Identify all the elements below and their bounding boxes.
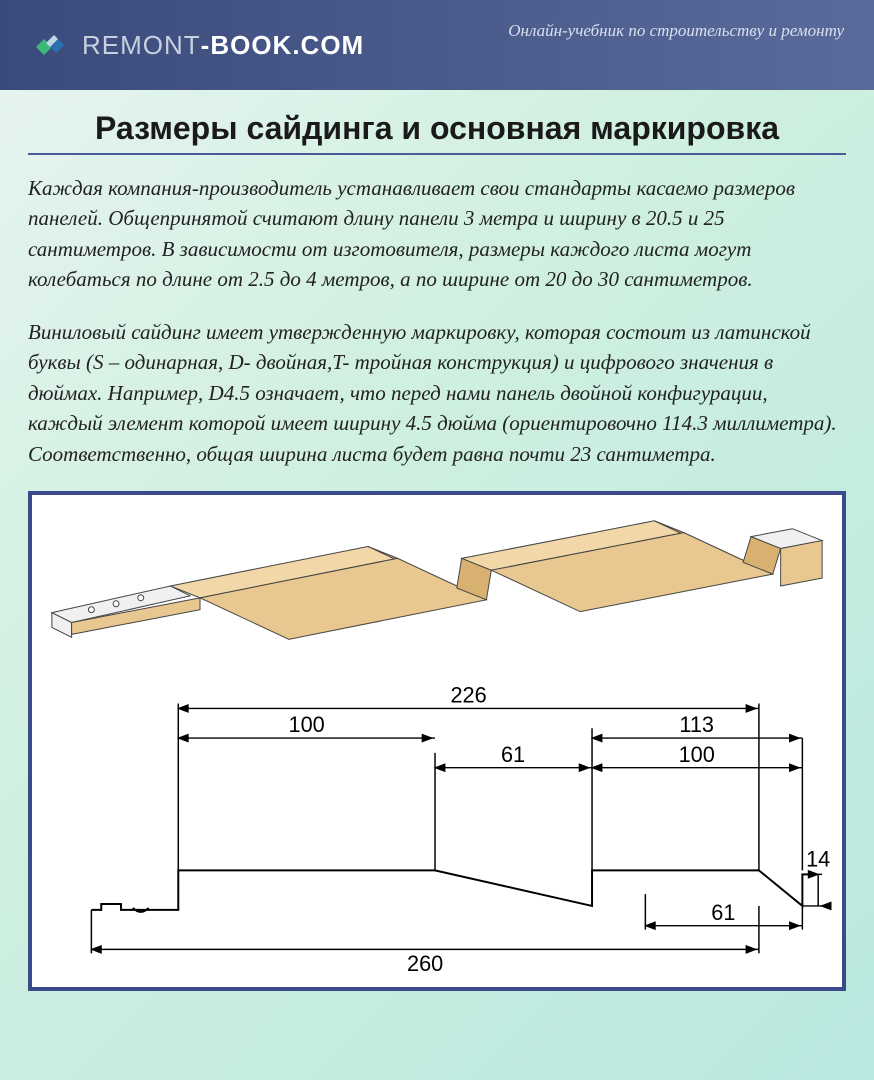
paragraph-2: Виниловый сайдинг имеет утвержденную мар… bbox=[28, 317, 846, 469]
dim-113: 113 bbox=[679, 712, 714, 737]
dim-14: 14 bbox=[806, 846, 830, 871]
dim-260: 260 bbox=[407, 951, 443, 976]
logo-text: REMONT-BOOK.COM bbox=[82, 30, 364, 61]
siding-cross-section: 226 100 113 61 100 61 bbox=[91, 682, 830, 976]
site-header: REMONT-BOOK.COM Онлайн-учебник по строит… bbox=[0, 0, 874, 90]
dim-61-left: 61 bbox=[501, 742, 525, 767]
logo-text-bold: -BOOK.COM bbox=[201, 30, 365, 60]
dim-226: 226 bbox=[450, 682, 486, 707]
siding-isometric bbox=[52, 521, 822, 640]
dim-100-left: 100 bbox=[289, 712, 325, 737]
dim-100-right: 100 bbox=[679, 742, 715, 767]
title-underline bbox=[28, 153, 846, 155]
site-tagline: Онлайн-учебник по строительству и ремонт… bbox=[508, 20, 844, 42]
article: Размеры сайдинга и основная маркировка К… bbox=[0, 90, 874, 991]
logo-icon bbox=[30, 25, 70, 65]
dim-61-right: 61 bbox=[711, 900, 735, 925]
article-title: Размеры сайдинга и основная маркировка bbox=[28, 110, 846, 147]
paragraph-1: Каждая компания-производитель устанавлив… bbox=[28, 173, 846, 295]
logo: REMONT-BOOK.COM bbox=[30, 25, 364, 65]
diagram-svg: 226 100 113 61 100 61 bbox=[42, 509, 832, 977]
siding-diagram: 226 100 113 61 100 61 bbox=[28, 491, 846, 991]
logo-text-thin: REMONT bbox=[82, 30, 201, 60]
